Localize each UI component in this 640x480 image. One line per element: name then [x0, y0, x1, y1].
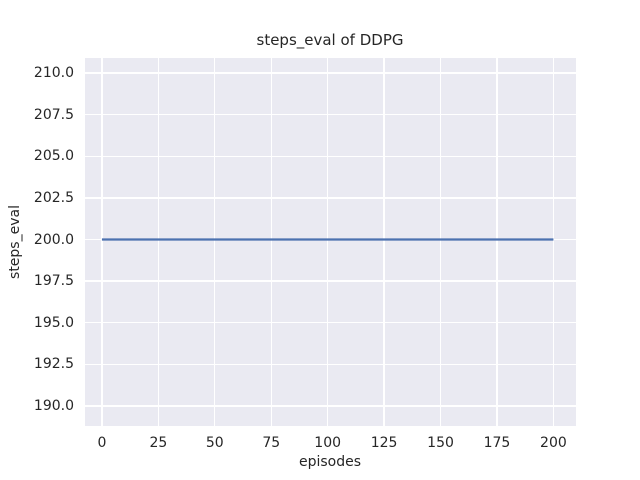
grid-line-horizontal: [85, 113, 576, 116]
plot-area: [85, 58, 576, 426]
y-tick-label: 192.5: [33, 356, 74, 373]
y-tick-label: 202.5: [33, 189, 74, 206]
grid-line-horizontal: [85, 72, 576, 74]
grid-line-vertical: [157, 58, 160, 426]
x-axis-label: episodes: [298, 454, 362, 470]
grid-line-horizontal: [85, 197, 576, 199]
grid-line-horizontal: [85, 280, 576, 282]
grid-line-horizontal: [85, 405, 576, 407]
x-tick-label: 200: [540, 435, 567, 451]
line-series-svg: [101, 238, 554, 241]
x-tick-label: 125: [370, 435, 398, 451]
x-tick-label: 100: [314, 435, 342, 451]
y-tick-label: 195.0: [33, 314, 74, 331]
y-tick-label: 200.0: [33, 231, 74, 248]
x-tick-label: 150: [427, 435, 454, 451]
x-tick-label: 25: [149, 435, 168, 451]
grid-line-vertical: [552, 58, 555, 426]
grid-line-horizontal: [85, 155, 576, 157]
grid-line-vertical: [326, 58, 329, 426]
grid-line-vertical: [496, 58, 498, 426]
grid-line-vertical: [101, 58, 103, 426]
x-tick-label: 50: [205, 435, 224, 451]
grid-line-vertical: [439, 58, 442, 426]
chart-title: steps_eval of DDPG: [256, 31, 404, 49]
y-tick-label: 207.5: [33, 106, 74, 123]
y-tick-label: 190.0: [33, 398, 74, 415]
grid-line-vertical: [383, 58, 385, 426]
x-tick-label: 175: [483, 435, 511, 451]
y-tick-label: 210.0: [33, 64, 74, 81]
y-tick-label: 197.5: [33, 273, 74, 290]
x-tick-label: 75: [262, 435, 281, 451]
x-tick-label: 0: [97, 435, 107, 451]
grid-line-horizontal: [85, 322, 576, 324]
y-tick-label: 205.0: [33, 148, 74, 165]
grid-line-vertical: [214, 58, 216, 426]
grid-line-vertical: [270, 58, 272, 426]
grid-line-horizontal: [85, 363, 576, 366]
